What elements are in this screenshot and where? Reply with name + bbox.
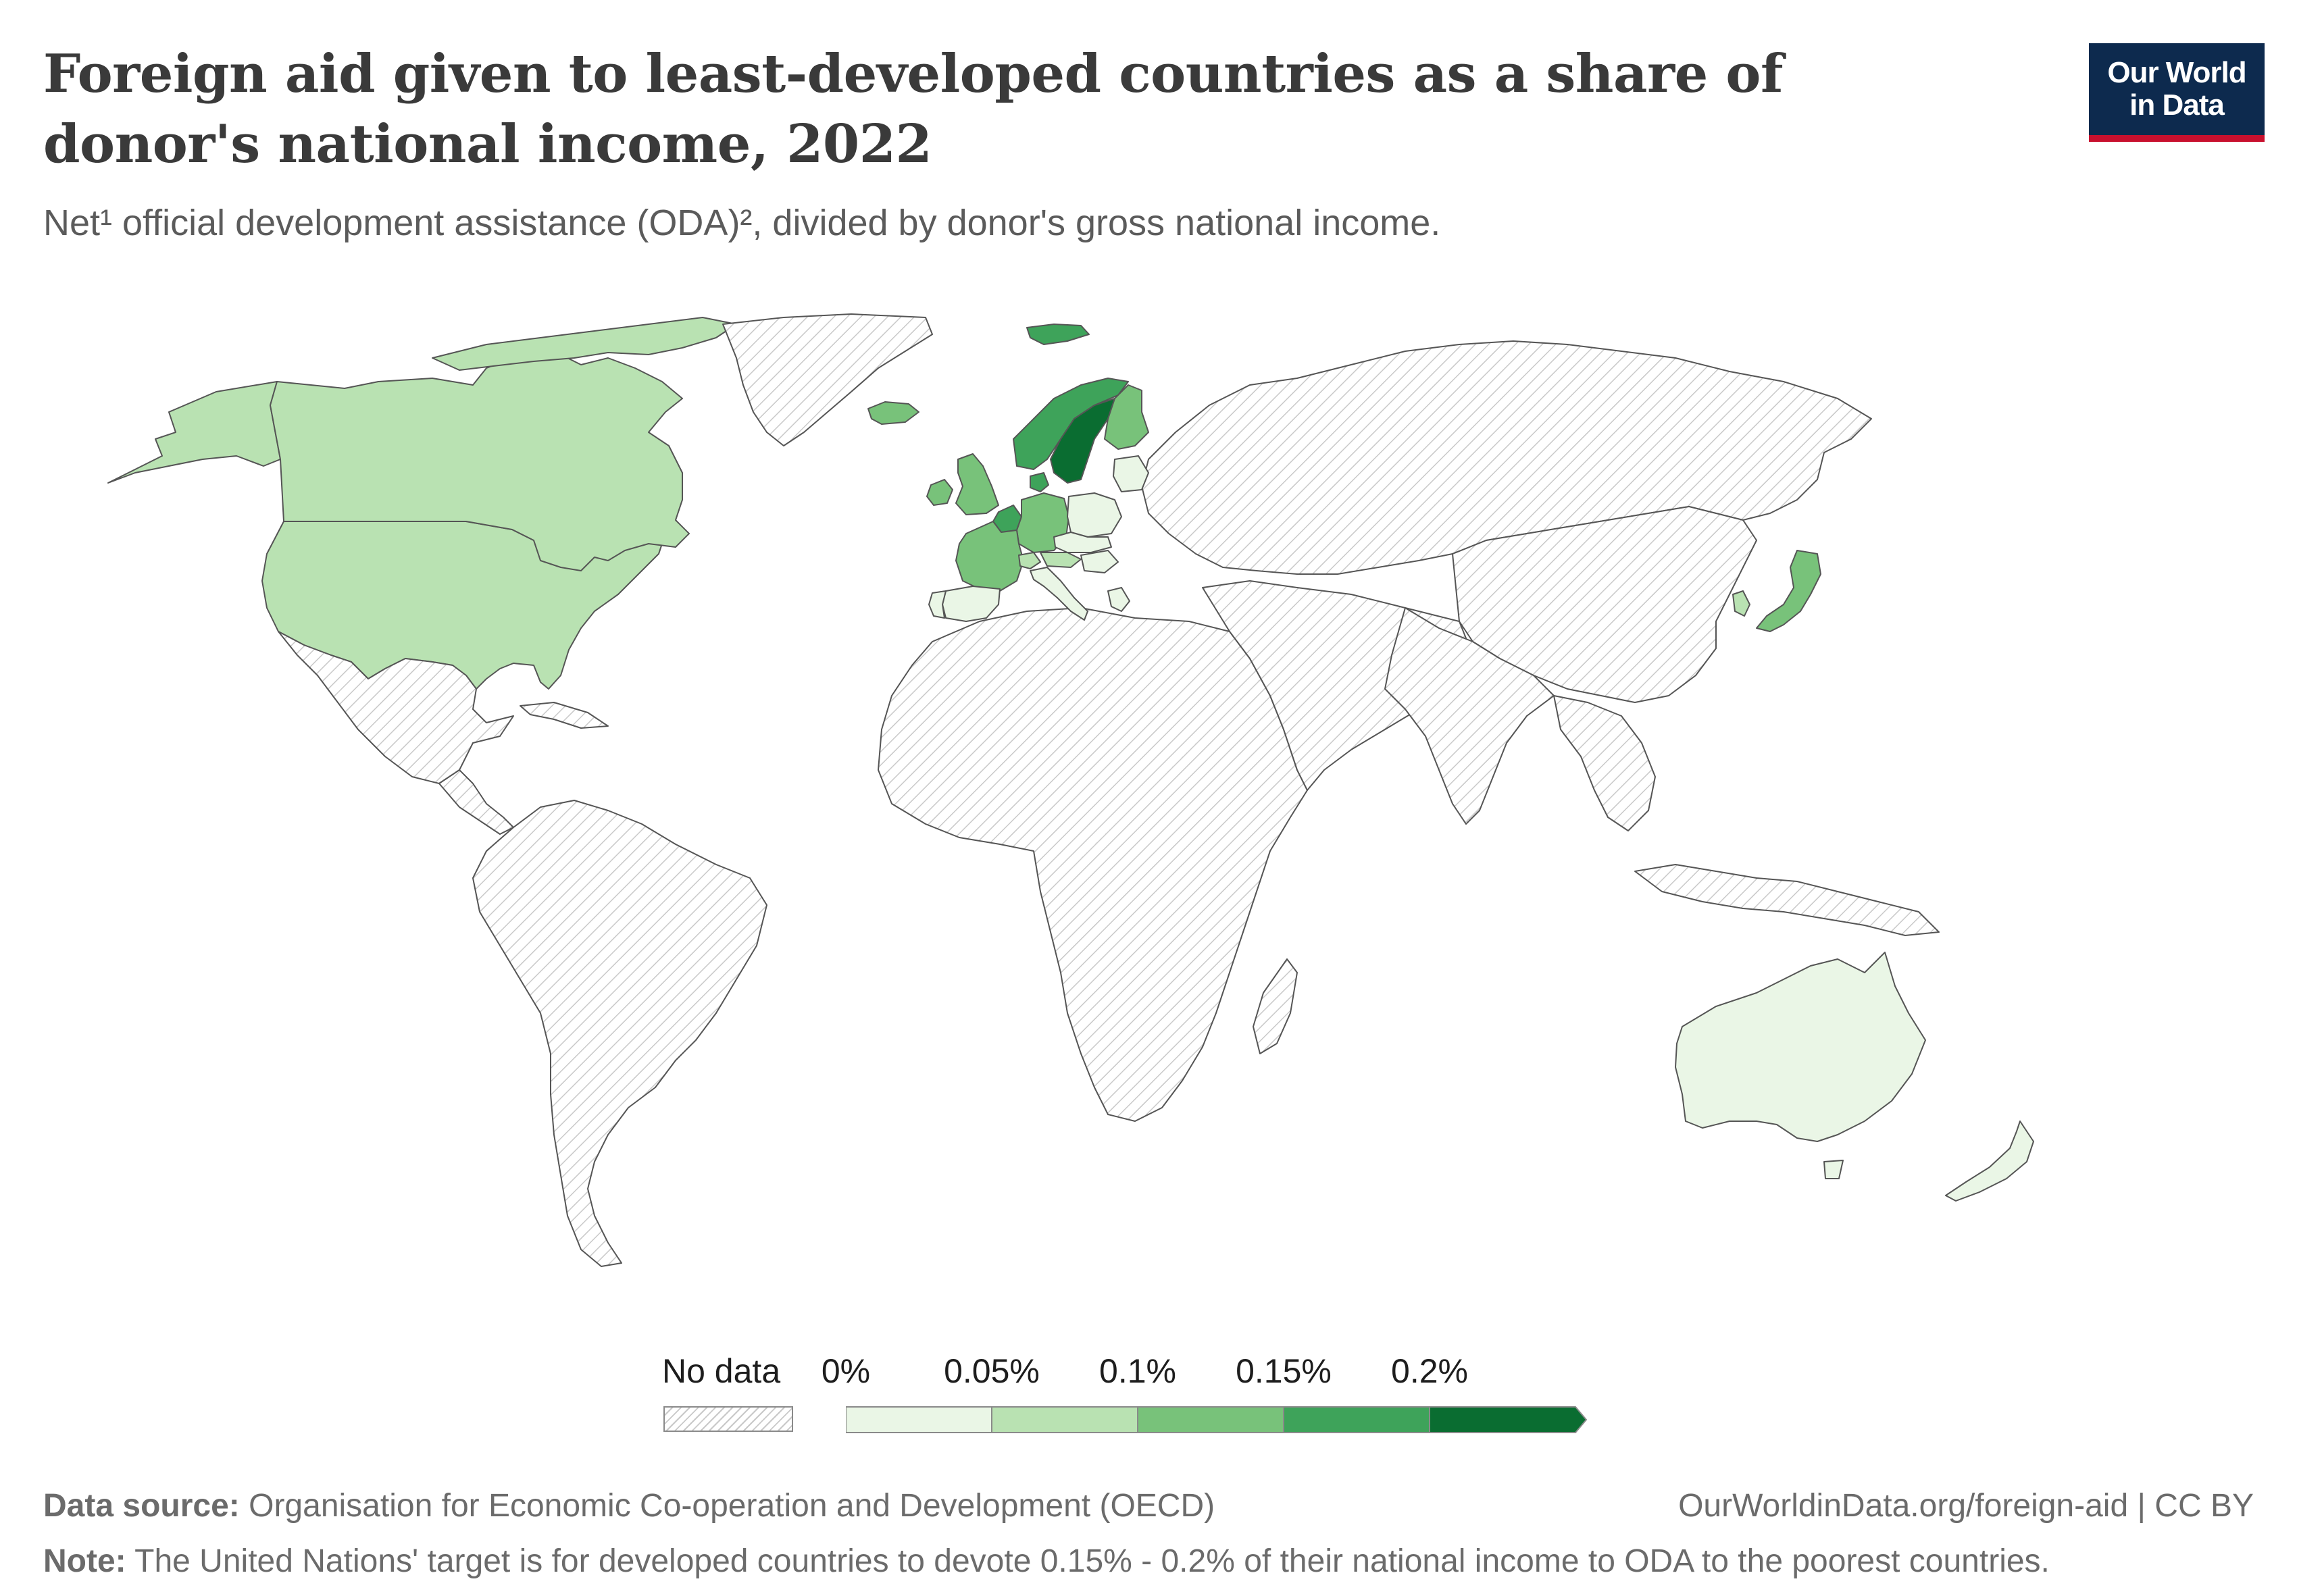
country-svalbard[interactable] xyxy=(1026,324,1090,345)
country-indonesia[interactable] xyxy=(1634,864,1940,936)
data-source-text: Organisation for Economic Co-operation a… xyxy=(249,1488,1215,1524)
country-portugal[interactable] xyxy=(928,590,946,619)
legend-bin-3[interactable] xyxy=(1283,1406,1430,1433)
country-canada-islands[interactable] xyxy=(432,317,737,371)
source-url[interactable]: OurWorldinData.org/foreign-aid | CC BY xyxy=(1678,1488,2254,1524)
country-denmark[interactable] xyxy=(1030,472,1049,492)
country-japan[interactable] xyxy=(1756,550,1821,632)
country-switzerland[interactable] xyxy=(1018,552,1041,569)
legend-no-data-label: No data xyxy=(662,1352,781,1390)
country-spain[interactable] xyxy=(942,586,1001,622)
footnote-text: The United Nations' target is for develo… xyxy=(134,1543,2050,1579)
country-southeast-asia[interactable] xyxy=(1553,695,1656,831)
legend-bin-4[interactable] xyxy=(1429,1406,1588,1433)
country-sweden[interactable] xyxy=(1050,398,1115,484)
data-source: Data source: Organisation for Economic C… xyxy=(43,1485,2254,1528)
country-russia[interactable] xyxy=(1141,340,1872,575)
map-legend: No data 0% 0.05% 0.1% 0.15% 0.2% xyxy=(662,1349,1648,1444)
legend-bin-1[interactable] xyxy=(991,1406,1138,1433)
footnote-label: Note: xyxy=(43,1543,126,1579)
legend-color-scale[interactable] xyxy=(846,1406,1654,1433)
country-caribbean[interactable] xyxy=(520,702,609,729)
legend-bin-2[interactable] xyxy=(1137,1406,1284,1433)
chart-subtitle: Net¹ official development assistance (OD… xyxy=(43,203,1441,243)
country-poland[interactable] xyxy=(1067,492,1122,538)
country-australia[interactable] xyxy=(1675,952,1926,1142)
legend-tick-label: 0.15% xyxy=(1236,1352,1332,1390)
country-italy[interactable] xyxy=(1030,567,1088,621)
country-madagascar[interactable] xyxy=(1253,958,1298,1054)
country-united-kingdom[interactable] xyxy=(955,453,999,515)
logo-line-2: in Data xyxy=(2129,88,2225,122)
country-baltics[interactable] xyxy=(1113,455,1149,492)
legend-bin-0[interactable] xyxy=(846,1406,992,1433)
country-central-america[interactable] xyxy=(438,769,514,835)
country-india[interactable] xyxy=(1384,607,1555,825)
country-finland[interactable] xyxy=(1104,384,1149,450)
country-hungary[interactable] xyxy=(1080,550,1119,573)
country-greenland[interactable] xyxy=(722,313,933,446)
owid-logo[interactable]: Our World in Data xyxy=(2089,43,2265,142)
data-source-label: Data source: xyxy=(43,1488,240,1524)
chart-title: Foreign aid given to least-developed cou… xyxy=(43,43,1784,175)
country-iceland[interactable] xyxy=(867,401,919,425)
country-alaska[interactable] xyxy=(107,381,281,484)
country-south-america[interactable] xyxy=(472,800,767,1267)
country-greece[interactable] xyxy=(1107,587,1130,612)
country-czechia-slovakia[interactable] xyxy=(1053,532,1112,553)
world-map[interactable] xyxy=(0,290,2297,1290)
legend-tick-label: 0.2% xyxy=(1391,1352,1468,1390)
legend-tick-label: 0.1% xyxy=(1099,1352,1176,1390)
legend-tick-label: 0% xyxy=(821,1352,871,1390)
legend-no-data-swatch[interactable] xyxy=(663,1406,793,1432)
logo-line-1: Our World xyxy=(2107,56,2246,89)
country-tasmania[interactable] xyxy=(1823,1160,1844,1179)
footnote: Note: The United Nations' target is for … xyxy=(43,1540,2254,1583)
country-south-korea[interactable] xyxy=(1732,590,1750,617)
country-austria[interactable] xyxy=(1040,552,1082,568)
country-france[interactable] xyxy=(955,521,1024,592)
country-mexico[interactable] xyxy=(278,631,514,784)
country-new-zealand[interactable] xyxy=(1945,1121,2034,1202)
country-ireland[interactable] xyxy=(926,479,953,506)
country-africa[interactable] xyxy=(878,607,1308,1122)
legend-tick-label: 0.05% xyxy=(944,1352,1040,1390)
